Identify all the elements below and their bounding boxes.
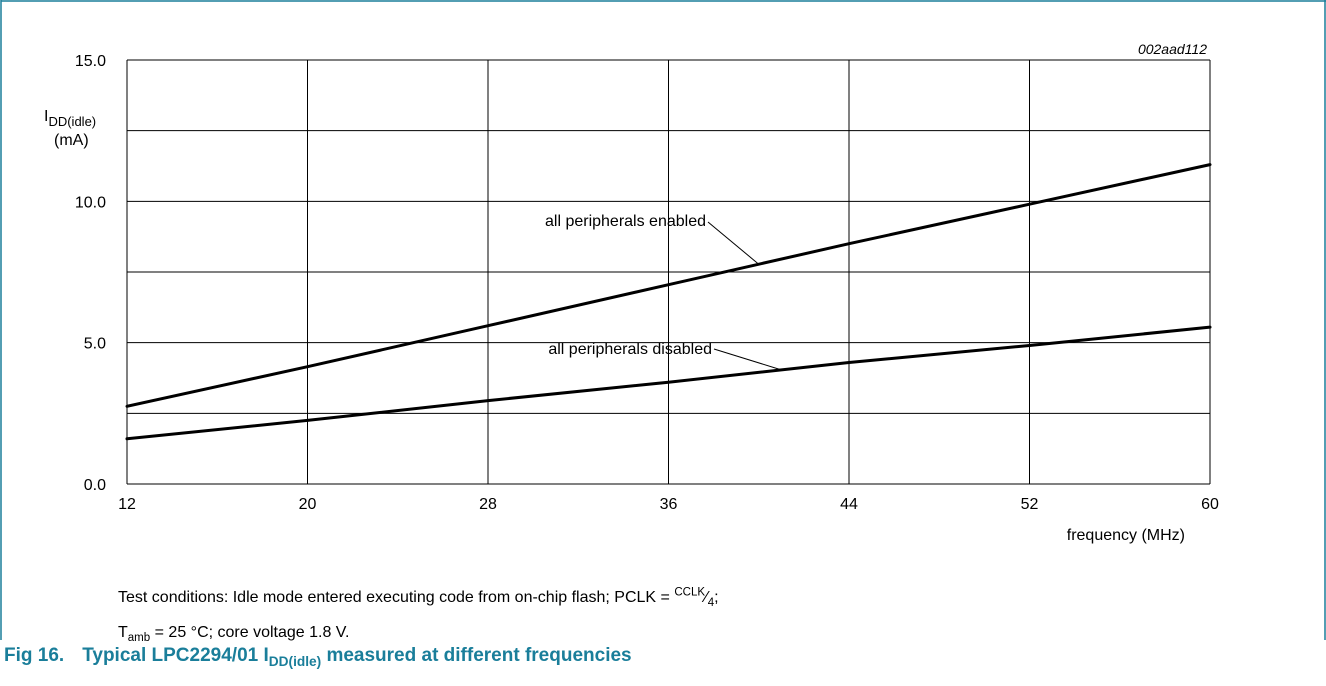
note-line-2-suffix: = 25 °C; core voltage 1.8 V. bbox=[150, 624, 350, 641]
note-clk-sub: 4 bbox=[707, 597, 715, 610]
x-tick-label-2: 28 bbox=[479, 496, 497, 513]
y-axis-label: IDD(idle) bbox=[44, 108, 96, 129]
caption-text-suffix: measured at different frequencies bbox=[321, 645, 632, 666]
note-clk-sup: CCLK bbox=[674, 586, 706, 599]
note-line-2: Tamb = 25 °C; core voltage 1.8 V. bbox=[118, 615, 719, 650]
test-conditions-note: Test conditions: Idle mode entered execu… bbox=[118, 580, 719, 650]
x-tick-label-6: 60 bbox=[1201, 496, 1219, 513]
note-line-2-sub: amb bbox=[127, 632, 151, 645]
x-tick-label-1: 20 bbox=[299, 496, 317, 513]
series-label-1: all peripherals disabled bbox=[548, 341, 712, 358]
caption-text-sub: DD(idle) bbox=[268, 653, 322, 669]
figure-number: Fig 16. bbox=[4, 645, 65, 666]
figure-code: 002aad112 bbox=[1138, 41, 1207, 57]
x-axis-label: frequency (MHz) bbox=[1067, 527, 1185, 544]
y-tick-label-2: 10.0 bbox=[75, 194, 106, 211]
series-label-0: all peripherals enabled bbox=[545, 213, 706, 230]
note-line-1-prefix: Test conditions: Idle mode entered execu… bbox=[118, 589, 675, 606]
y-axis-unit: (mA) bbox=[54, 132, 89, 149]
caption-text-prefix: Typical LPC2294/01 I bbox=[82, 645, 269, 666]
y-axis-label-sub: DD(idle) bbox=[48, 114, 96, 129]
y-tick-label-1: 5.0 bbox=[84, 336, 106, 353]
labels-group: 0.0 5.0 10.0 15.0 12 20 28 36 44 52 60 all peripher… bbox=[75, 53, 1219, 513]
series-group bbox=[125, 163, 1212, 441]
x-tick-label-5: 52 bbox=[1021, 496, 1039, 513]
note-line-1-suffix: ; bbox=[714, 589, 719, 606]
x-tick-label-4: 44 bbox=[840, 496, 858, 513]
figure-caption: Fig 16. Typical LPC2294/01 IDD(idle) meas… bbox=[4, 645, 632, 669]
series-label-leader-1 bbox=[713, 348, 782, 371]
x-tick-label-0: 12 bbox=[118, 496, 136, 513]
x-tick-label-3: 36 bbox=[660, 496, 678, 513]
y-axis-label-main: I bbox=[44, 108, 48, 125]
note-fraction-slash: ⁄ bbox=[705, 589, 708, 606]
grid bbox=[126, 59, 1211, 485]
y-tick-label-3: 15.0 bbox=[75, 53, 106, 70]
note-line-2-main: T bbox=[118, 624, 128, 641]
note-line-1: Test conditions: Idle mode entered execu… bbox=[118, 580, 719, 615]
y-tick-label-0: 0.0 bbox=[84, 477, 106, 494]
series-label-leader-0 bbox=[707, 221, 760, 265]
